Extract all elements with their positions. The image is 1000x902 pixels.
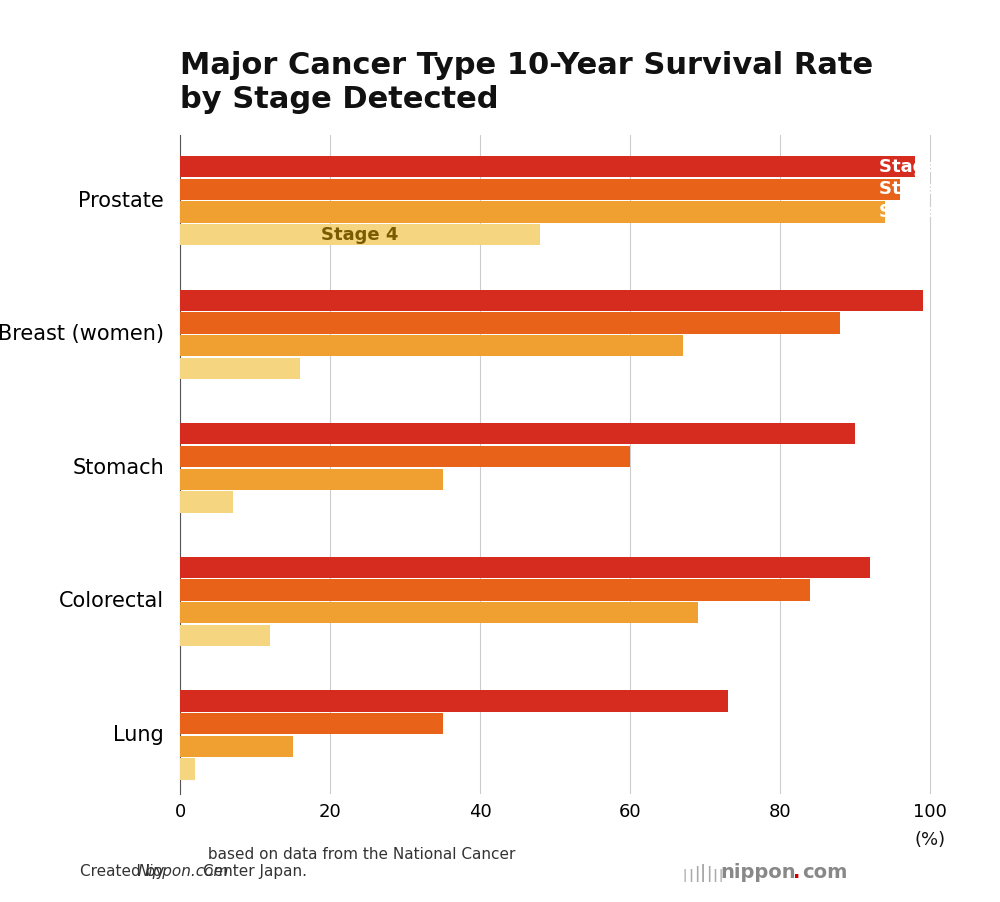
Text: |: | <box>694 866 699 882</box>
Text: |: | <box>718 870 722 882</box>
Text: Stage 4: Stage 4 <box>321 226 399 244</box>
Text: based on data from the National Cancer
Center Japan.: based on data from the National Cancer C… <box>203 847 515 879</box>
Text: Stage 2: Stage 2 <box>879 180 956 198</box>
Bar <box>180 468 442 490</box>
Bar <box>180 557 870 578</box>
Bar <box>180 201 885 223</box>
Text: |: | <box>688 870 693 882</box>
Text: |: | <box>700 864 706 882</box>
Text: Created by: Created by <box>80 864 169 879</box>
Bar <box>180 603 698 623</box>
Text: .: . <box>793 863 800 882</box>
Text: (%): (%) <box>914 831 946 849</box>
Bar <box>180 713 442 734</box>
Bar <box>180 759 195 779</box>
Bar <box>180 290 922 311</box>
Bar <box>180 423 855 445</box>
Bar <box>180 492 232 512</box>
Text: Stage 1: Stage 1 <box>879 158 956 176</box>
Bar <box>180 224 540 245</box>
Text: Nippon.com: Nippon.com <box>138 864 229 879</box>
Bar <box>180 736 292 757</box>
Text: Stage 3: Stage 3 <box>879 203 956 221</box>
Text: |: | <box>712 870 717 882</box>
Bar <box>180 358 300 379</box>
Bar <box>180 690 728 712</box>
Bar <box>180 625 270 646</box>
Bar <box>180 579 810 601</box>
Bar <box>180 179 900 200</box>
Bar <box>180 156 915 178</box>
Text: |: | <box>682 870 686 882</box>
Text: com: com <box>802 863 847 882</box>
Text: Major Cancer Type 10-Year Survival Rate
by Stage Detected: Major Cancer Type 10-Year Survival Rate … <box>180 51 873 114</box>
Bar <box>180 335 682 356</box>
Bar <box>180 312 840 334</box>
Bar <box>180 446 630 467</box>
Text: nippon: nippon <box>720 863 796 882</box>
Text: |: | <box>706 866 711 882</box>
